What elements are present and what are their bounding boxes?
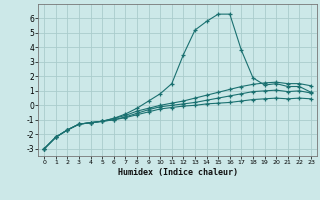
X-axis label: Humidex (Indice chaleur): Humidex (Indice chaleur) (118, 168, 238, 177)
